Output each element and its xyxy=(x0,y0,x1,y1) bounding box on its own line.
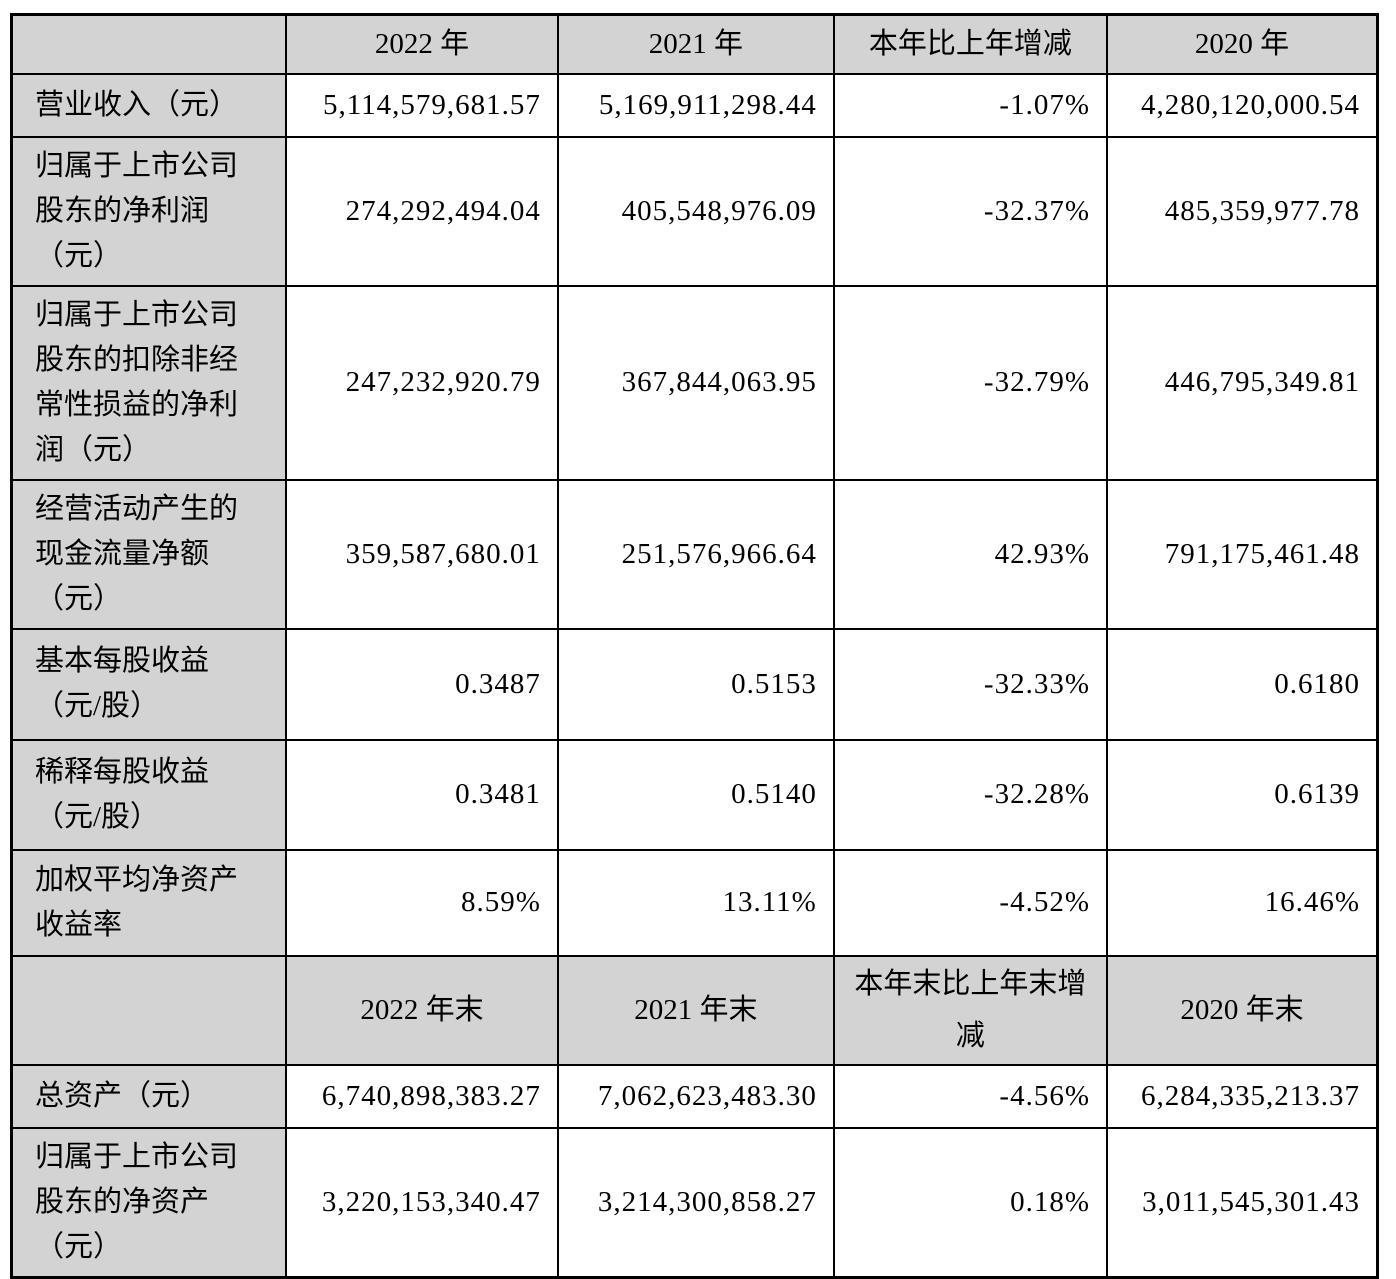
value-2020: 0.6139 xyxy=(1106,738,1379,851)
row-label: 基本每股收益（元/股） xyxy=(10,627,288,741)
value-2022: 3,220,153,340.47 xyxy=(285,1126,559,1278)
document-page: 2022 年 2021 年 本年比上年增减 2020 年 营业收入（元） 5,1… xyxy=(10,13,1379,1279)
value-2021: 7,062,623,483.30 xyxy=(556,1063,835,1129)
value-2021: 3,214,300,858.27 xyxy=(556,1126,835,1278)
table-row-weighted-avg-roe: 加权平均净资产收益率 8.59% 13.11% -4.52% 16.46% xyxy=(10,848,1379,957)
header-2020-year-end: 2020 年末 xyxy=(1106,954,1379,1066)
value-2022: 5,114,579,681.57 xyxy=(285,72,559,138)
row-label: 营业收入（元） xyxy=(10,72,288,138)
value-2020: 3,011,545,301.43 xyxy=(1106,1126,1379,1278)
table-row-diluted-eps: 稀释每股收益（元/股） 0.3481 0.5140 -32.28% 0.6139 xyxy=(10,738,1379,851)
header-empty-cell xyxy=(10,954,288,1066)
value-change: -32.79% xyxy=(832,284,1109,481)
value-2021: 405,548,976.09 xyxy=(556,135,835,287)
table-row-revenue: 营业收入（元） 5,114,579,681.57 5,169,911,298.4… xyxy=(10,72,1379,138)
header-2022: 2022 年 xyxy=(285,13,559,75)
value-2020: 791,175,461.48 xyxy=(1106,478,1379,630)
header-2021: 2021 年 xyxy=(556,13,835,75)
header-2022-year-end: 2022 年末 xyxy=(285,954,559,1066)
header-row-annual: 2022 年 2021 年 本年比上年增减 2020 年 xyxy=(10,13,1379,75)
value-2020: 16.46% xyxy=(1106,848,1379,957)
header-empty-cell xyxy=(10,13,288,75)
header-row-year-end: 2022 年末 2021 年末 本年末比上年末增减 2020 年末 xyxy=(10,954,1379,1066)
row-label: 加权平均净资产收益率 xyxy=(10,848,288,957)
row-label: 经营活动产生的现金流量净额（元） xyxy=(10,478,288,630)
header-yoy-change: 本年比上年增减 xyxy=(832,13,1109,75)
value-2021: 0.5140 xyxy=(556,738,835,851)
value-change: -32.33% xyxy=(832,627,1109,741)
row-label: 归属于上市公司股东的扣除非经常性损益的净利润（元） xyxy=(10,284,288,481)
value-2022: 0.3481 xyxy=(285,738,559,851)
value-2022: 8.59% xyxy=(285,848,559,957)
value-2020: 0.6180 xyxy=(1106,627,1379,741)
value-2021: 251,576,966.64 xyxy=(556,478,835,630)
table-row-basic-eps: 基本每股收益（元/股） 0.3487 0.5153 -32.33% 0.6180 xyxy=(10,627,1379,741)
value-change: -32.37% xyxy=(832,135,1109,287)
header-2021-year-end: 2021 年末 xyxy=(556,954,835,1066)
value-2021: 13.11% xyxy=(556,848,835,957)
value-2020: 6,284,335,213.37 xyxy=(1106,1063,1379,1129)
row-label: 归属于上市公司股东的净资产（元） xyxy=(10,1126,288,1278)
value-2020: 485,359,977.78 xyxy=(1106,135,1379,287)
table-row-net-profit: 归属于上市公司股东的净利润（元） 274,292,494.04 405,548,… xyxy=(10,135,1379,287)
value-2022: 274,292,494.04 xyxy=(285,135,559,287)
value-change: 0.18% xyxy=(832,1126,1109,1278)
table-row-operating-cash-flow: 经营活动产生的现金流量净额（元） 359,587,680.01 251,576,… xyxy=(10,478,1379,630)
value-2022: 359,587,680.01 xyxy=(285,478,559,630)
row-label: 总资产（元） xyxy=(10,1063,288,1129)
financial-summary-table: 2022 年 2021 年 本年比上年增减 2020 年 营业收入（元） 5,1… xyxy=(10,13,1379,1279)
value-change: -32.28% xyxy=(832,738,1109,851)
header-2020: 2020 年 xyxy=(1106,13,1379,75)
value-change: -4.52% xyxy=(832,848,1109,957)
value-2022: 0.3487 xyxy=(285,627,559,741)
table-row-net-profit-excl-nonrecurring: 归属于上市公司股东的扣除非经常性损益的净利润（元） 247,232,920.79… xyxy=(10,284,1379,481)
value-2020: 446,795,349.81 xyxy=(1106,284,1379,481)
value-change: 42.93% xyxy=(832,478,1109,630)
value-2022: 6,740,898,383.27 xyxy=(285,1063,559,1129)
table-row-net-assets: 归属于上市公司股东的净资产（元） 3,220,153,340.47 3,214,… xyxy=(10,1126,1379,1278)
value-2020: 4,280,120,000.54 xyxy=(1106,72,1379,138)
row-label: 稀释每股收益（元/股） xyxy=(10,738,288,851)
value-2022: 247,232,920.79 xyxy=(285,284,559,481)
value-2021: 367,844,063.95 xyxy=(556,284,835,481)
table-row-total-assets: 总资产（元） 6,740,898,383.27 7,062,623,483.30… xyxy=(10,1063,1379,1129)
header-year-end-change: 本年末比上年末增减 xyxy=(832,954,1109,1066)
value-change: -4.56% xyxy=(832,1063,1109,1129)
value-change: -1.07% xyxy=(832,72,1109,138)
value-2021: 5,169,911,298.44 xyxy=(556,72,835,138)
row-label: 归属于上市公司股东的净利润（元） xyxy=(10,135,288,287)
value-2021: 0.5153 xyxy=(556,627,835,741)
